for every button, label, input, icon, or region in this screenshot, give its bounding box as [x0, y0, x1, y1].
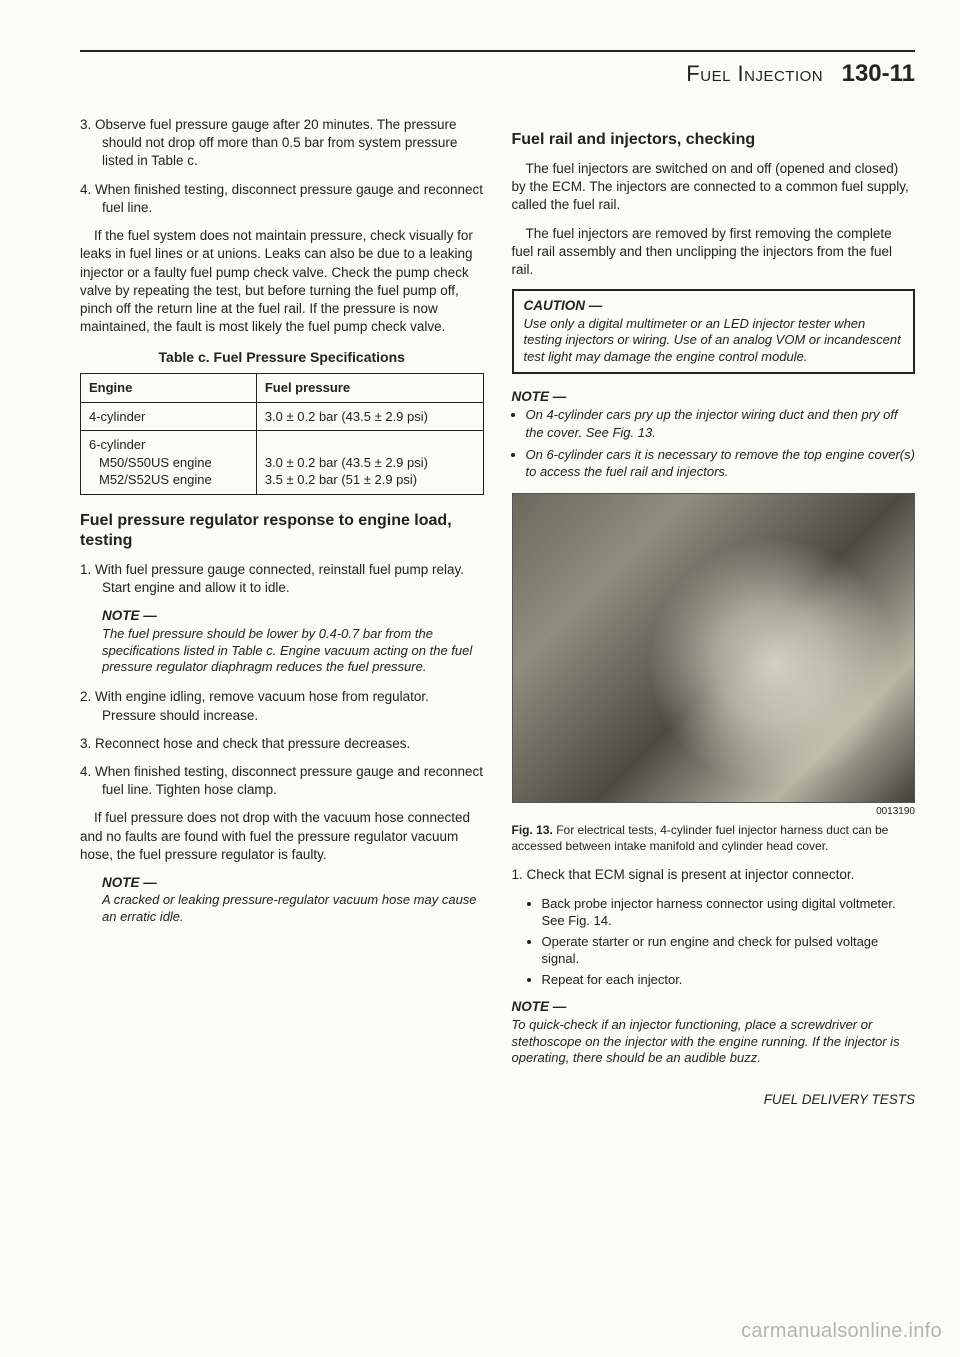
note-block: NOTE — On 4-cylinder cars pry up the inj… [512, 388, 916, 480]
cell-4cyl-pressure: 3.0 ± 0.2 bar (43.5 ± 2.9 psi) [256, 402, 483, 431]
caution-title: CAUTION — [524, 297, 904, 315]
figure-caption: Fig. 13. For electrical tests, 4-cylinde… [512, 822, 916, 854]
note-block: NOTE — To quick-check if an injector fun… [512, 998, 916, 1067]
check-step-1: 1. Check that ECM signal is present at i… [512, 866, 916, 884]
caution-box: CAUTION — Use only a digital multimeter … [512, 289, 916, 374]
step-3: 3. Observe fuel pressure gauge after 20 … [80, 116, 484, 171]
step-4: 4. When finished testing, disconnect pre… [80, 181, 484, 217]
paragraph-remove: The fuel injectors are removed by first … [512, 225, 916, 280]
check-item: Back probe injector harness connector us… [542, 895, 916, 930]
step-3b: 3. Reconnect hose and check that pressur… [80, 735, 484, 753]
step-4b: 4. When finished testing, disconnect pre… [80, 763, 484, 799]
table-row: 4-cylinder 3.0 ± 0.2 bar (43.5 ± 2.9 psi… [81, 402, 484, 431]
page-number: 130-11 [842, 60, 915, 87]
paragraph-regulator-fault: If fuel pressure does not drop with the … [80, 809, 484, 864]
photo-id: 0013190 [512, 805, 916, 819]
two-column-layout: 3. Observe fuel pressure gauge after 20 … [80, 116, 915, 1110]
section-footer: FUEL DELIVERY TESTS [512, 1091, 916, 1109]
check-sublist: Back probe injector harness connector us… [512, 895, 916, 989]
check-item: Operate starter or run engine and check … [542, 933, 916, 968]
th-engine: Engine [81, 374, 257, 403]
note-title: NOTE — [512, 388, 916, 406]
manual-page: Fuel Injection 130-11 3. Observe fuel pr… [0, 0, 960, 1357]
figure-13-photo [512, 493, 916, 803]
table-c-title: Table c. Fuel Pressure Specifications [80, 348, 484, 367]
check-item: Repeat for each injector. [542, 971, 916, 989]
note-title: NOTE — [102, 874, 484, 892]
top-rule [80, 50, 915, 52]
left-column: 3. Observe fuel pressure gauge after 20 … [80, 116, 484, 1110]
section-title: Fuel Injection [686, 61, 823, 86]
table-row: 6-cylinder M50/S50US engine M52/S52US en… [81, 431, 484, 495]
step-1: 1. With fuel pressure gauge connected, r… [80, 561, 484, 597]
cell-6cyl: 6-cylinder M50/S50US engine M52/S52US en… [81, 431, 257, 495]
figure-label: Fig. 13. [512, 823, 553, 837]
page-header: Fuel Injection 130-11 [80, 60, 915, 88]
paragraph-leak-check: If the fuel system does not maintain pre… [80, 227, 484, 336]
cell-4cyl: 4-cylinder [81, 402, 257, 431]
note-body: The fuel pressure should be lower by 0.4… [102, 626, 484, 677]
cell-6cyl-pressure: 3.0 ± 0.2 bar (43.5 ± 2.9 psi) 3.5 ± 0.2… [256, 431, 483, 495]
note-title: NOTE — [102, 607, 484, 625]
cell-line: M50/S50US engine [89, 455, 212, 470]
cell-line: 3.5 ± 0.2 bar (51 ± 2.9 psi) [265, 472, 417, 487]
note-body: To quick-check if an injector functionin… [512, 1017, 916, 1068]
cell-line: 3.0 ± 0.2 bar (43.5 ± 2.9 psi) [265, 455, 428, 470]
note-title: NOTE — [512, 998, 916, 1016]
cell-line: 6-cylinder [89, 437, 145, 452]
caution-body: Use only a digital multimeter or an LED … [524, 316, 904, 367]
note-bullet: On 6-cylinder cars it is necessary to re… [526, 446, 916, 481]
note-body: A cracked or leaking pressure-regulator … [102, 892, 484, 926]
cell-line: M52/S52US engine [89, 472, 212, 487]
note-block: NOTE — A cracked or leaking pressure-reg… [102, 874, 484, 926]
table-header-row: Engine Fuel pressure [81, 374, 484, 403]
figure-text: For electrical tests, 4-cylinder fuel in… [512, 823, 889, 853]
th-pressure: Fuel pressure [256, 374, 483, 403]
note-bullets: On 4-cylinder cars pry up the injector w… [512, 406, 916, 480]
step-2: 2. With engine idling, remove vacuum hos… [80, 688, 484, 724]
heading-fuel-rail: Fuel rail and injectors, checking [512, 130, 916, 150]
note-block: NOTE — The fuel pressure should be lower… [102, 607, 484, 676]
fuel-pressure-table: Engine Fuel pressure 4-cylinder 3.0 ± 0.… [80, 373, 484, 495]
watermark: carmanualsonline.info [741, 1320, 942, 1343]
note-bullet: On 4-cylinder cars pry up the injector w… [526, 406, 916, 441]
right-column: Fuel rail and injectors, checking The fu… [512, 116, 916, 1110]
paragraph-injectors: The fuel injectors are switched on and o… [512, 160, 916, 215]
heading-regulator-response: Fuel pressure regulator response to engi… [80, 511, 484, 551]
